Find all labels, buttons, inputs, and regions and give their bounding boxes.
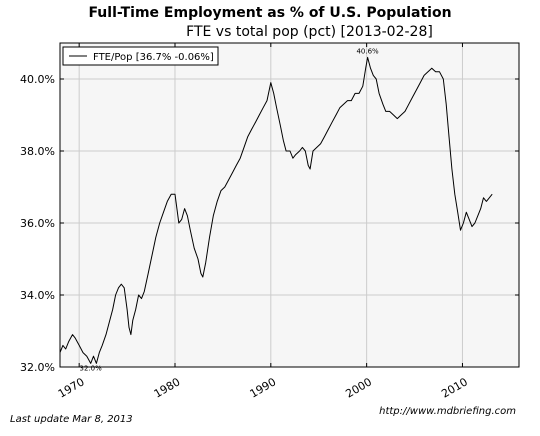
last-update-text: Last update Mar 8, 2013 [10, 414, 133, 425]
y-tick-label: 36.0% [20, 217, 55, 230]
legend-box [62, 46, 219, 66]
y-tick-label: 32.0% [20, 361, 55, 374]
y-tick-label: 38.0% [20, 145, 55, 158]
x-tick-label: 1980 [152, 375, 183, 400]
annotation-label: 40.6% [356, 47, 379, 55]
x-tick-label: 1970 [56, 375, 87, 400]
source-url-text: http://www.mdbriefing.com [379, 406, 516, 417]
series-line [59, 56, 493, 364]
page-title: Full-Time Employment as % of U.S. Popula… [88, 5, 452, 21]
annotation-label: 32.0% [80, 364, 103, 372]
chart-title: FTE vs total pop (pct) [2013-02-28] [186, 24, 433, 40]
x-tick-label: 2000 [343, 375, 374, 400]
x-tick-label: 2010 [439, 375, 470, 400]
legend-label: FTE/Pop [36.7% -0.06%] [93, 52, 214, 63]
plot-area [60, 43, 519, 367]
y-tick-label: 34.0% [20, 289, 55, 302]
plot-frame [59, 42, 520, 368]
y-tick-label: 40.0% [20, 73, 55, 86]
x-tick-label: 1990 [248, 375, 279, 400]
